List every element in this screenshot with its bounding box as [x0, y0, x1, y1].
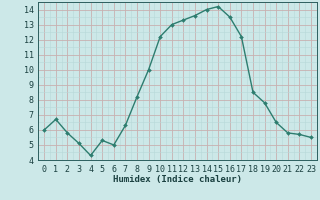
X-axis label: Humidex (Indice chaleur): Humidex (Indice chaleur) — [113, 175, 242, 184]
